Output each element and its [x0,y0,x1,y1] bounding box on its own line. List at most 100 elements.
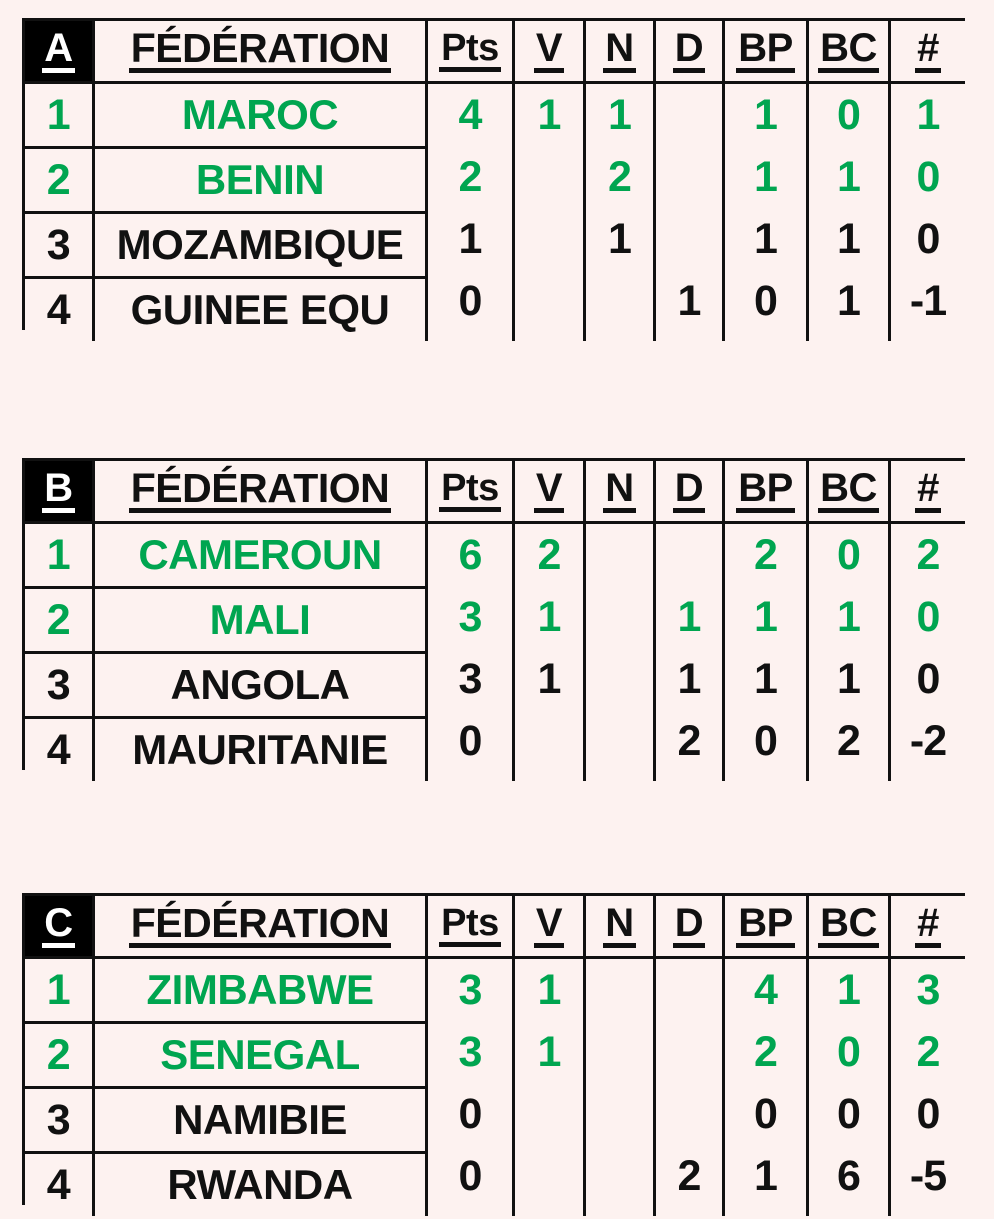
federation-cell: RWANDA [167,1161,353,1208]
pts-cell: 1 [458,214,483,263]
group-badge-b: B [25,461,95,521]
goal-difference-cell: 0 [916,214,941,263]
rank-cell: 1 [25,959,92,1024]
column-header-n: N [586,461,656,521]
column-header-bc: BC [809,461,891,521]
losses-cell [656,146,722,208]
column-header-bc: BC [809,896,891,956]
goal-difference-cell: -1 [909,276,947,325]
column-header-d: D [656,896,725,956]
wins-cell: 1 [537,592,562,641]
rank-cell: 2 [25,1024,92,1089]
goals-against-cell: 0 [837,1089,861,1138]
wins-cell [515,208,583,270]
rank-cell: 1 [25,524,92,589]
losses-cell [656,524,722,586]
group-badge-label: C [42,903,75,948]
draws-cell: 2 [608,152,632,201]
wins-column: 1 [515,81,586,341]
goal-difference-cell: 0 [916,592,941,641]
losses-cell: 1 [677,592,702,641]
losses-column: 1 [656,81,725,341]
wins-cell: 1 [537,90,562,139]
group-badge-label: A [42,28,75,73]
draws-cell [586,959,653,1021]
column-header-d: D [656,21,725,81]
pts-column: 6 3 3 0 [428,521,515,781]
goal-difference-cell: 2 [916,1027,941,1076]
pts-cell: 0 [458,1151,483,1200]
column-header-federation: FÉDÉRATION [95,461,428,521]
draws-cell [586,270,653,332]
losses-cell [656,959,722,1021]
wins-cell [515,1145,583,1207]
losses-cell: 1 [677,654,702,703]
group-badge-c: C [25,896,95,956]
draws-cell: 1 [608,90,632,139]
column-header-d: D [656,461,725,521]
federation-cell: CAMEROUN [95,524,425,589]
column-header-federation: FÉDÉRATION [95,21,428,81]
group-badge-label: B [42,468,75,513]
goals-against-cell: 1 [837,965,861,1014]
wins-cell: 1 [537,1027,562,1076]
goals-for-cell: 0 [754,1089,778,1138]
wins-cell [515,146,583,208]
goals-for-cell: 1 [754,90,778,139]
goal-difference-cell: 1 [916,90,941,139]
goal-difference-cell: 0 [916,152,941,201]
goal-difference-column: 1 0 0 -1 [891,81,965,341]
rank-cell: 2 [25,149,92,214]
draws-cell [586,586,653,648]
draws-column [586,521,656,781]
goals-for-column: 2 1 1 0 [725,521,809,781]
losses-column: 2 [656,956,725,1216]
rank-cell: 1 [25,84,92,149]
pts-cell: 3 [458,1027,483,1076]
goals-for-cell: 2 [754,1027,778,1076]
wins-column: 1 1 [515,956,586,1216]
goals-against-cell: 1 [837,654,861,703]
rank-cell: 4 [46,1160,71,1209]
wins-cell: 1 [537,654,562,703]
group-badge-a: A [25,21,95,81]
pts-cell: 0 [458,716,483,765]
losses-cell [656,208,722,270]
draws-cell [586,1145,653,1207]
column-header-pts: Pts [428,896,515,956]
goals-for-cell: 1 [754,592,778,641]
pts-cell: 2 [458,152,483,201]
goals-against-cell: 1 [837,276,861,325]
goals-against-cell: 1 [837,152,861,201]
draws-cell [586,1021,653,1083]
federation-column: ZIMBABWE SENEGAL NAMIBIE RWANDA [95,956,428,1216]
goals-for-cell: 1 [754,654,778,703]
goal-difference-cell: -2 [909,716,947,765]
goal-difference-column: 2 0 0 -2 [891,521,965,781]
goals-for-cell: 1 [754,214,778,263]
losses-column: 1 1 2 [656,521,725,781]
rank-column: 1 2 3 4 [25,81,95,341]
draws-cell [586,524,653,586]
wins-cell [515,710,583,772]
wins-cell [515,270,583,332]
draws-cell [586,710,653,772]
column-header-goal-difference: # [891,896,965,956]
goals-against-column: 0 1 1 1 [809,81,891,341]
goals-for-cell: 1 [754,1151,778,1200]
goals-against-column: 1 0 0 6 [809,956,891,1216]
column-header-federation: FÉDÉRATION [95,896,428,956]
federation-cell: MAROC [95,84,425,149]
draws-cell: 1 [608,214,632,263]
goals-against-cell: 6 [837,1151,861,1200]
federation-cell: SENEGAL [95,1024,425,1089]
goals-against-cell: 1 [837,592,861,641]
losses-cell [656,1021,722,1083]
group-table-a: A FÉDÉRATION Pts V N D BP BC # 1 2 3 [22,18,965,341]
pts-cell: 0 [458,276,483,325]
goals-against-cell: 1 [837,214,861,263]
pts-cell: 6 [458,530,483,579]
federation-column: MAROC BENIN MOZAMBIQUE GUINEE EQU [95,81,428,341]
pts-cell: 3 [458,592,483,641]
pts-column: 3 3 0 0 [428,956,515,1216]
